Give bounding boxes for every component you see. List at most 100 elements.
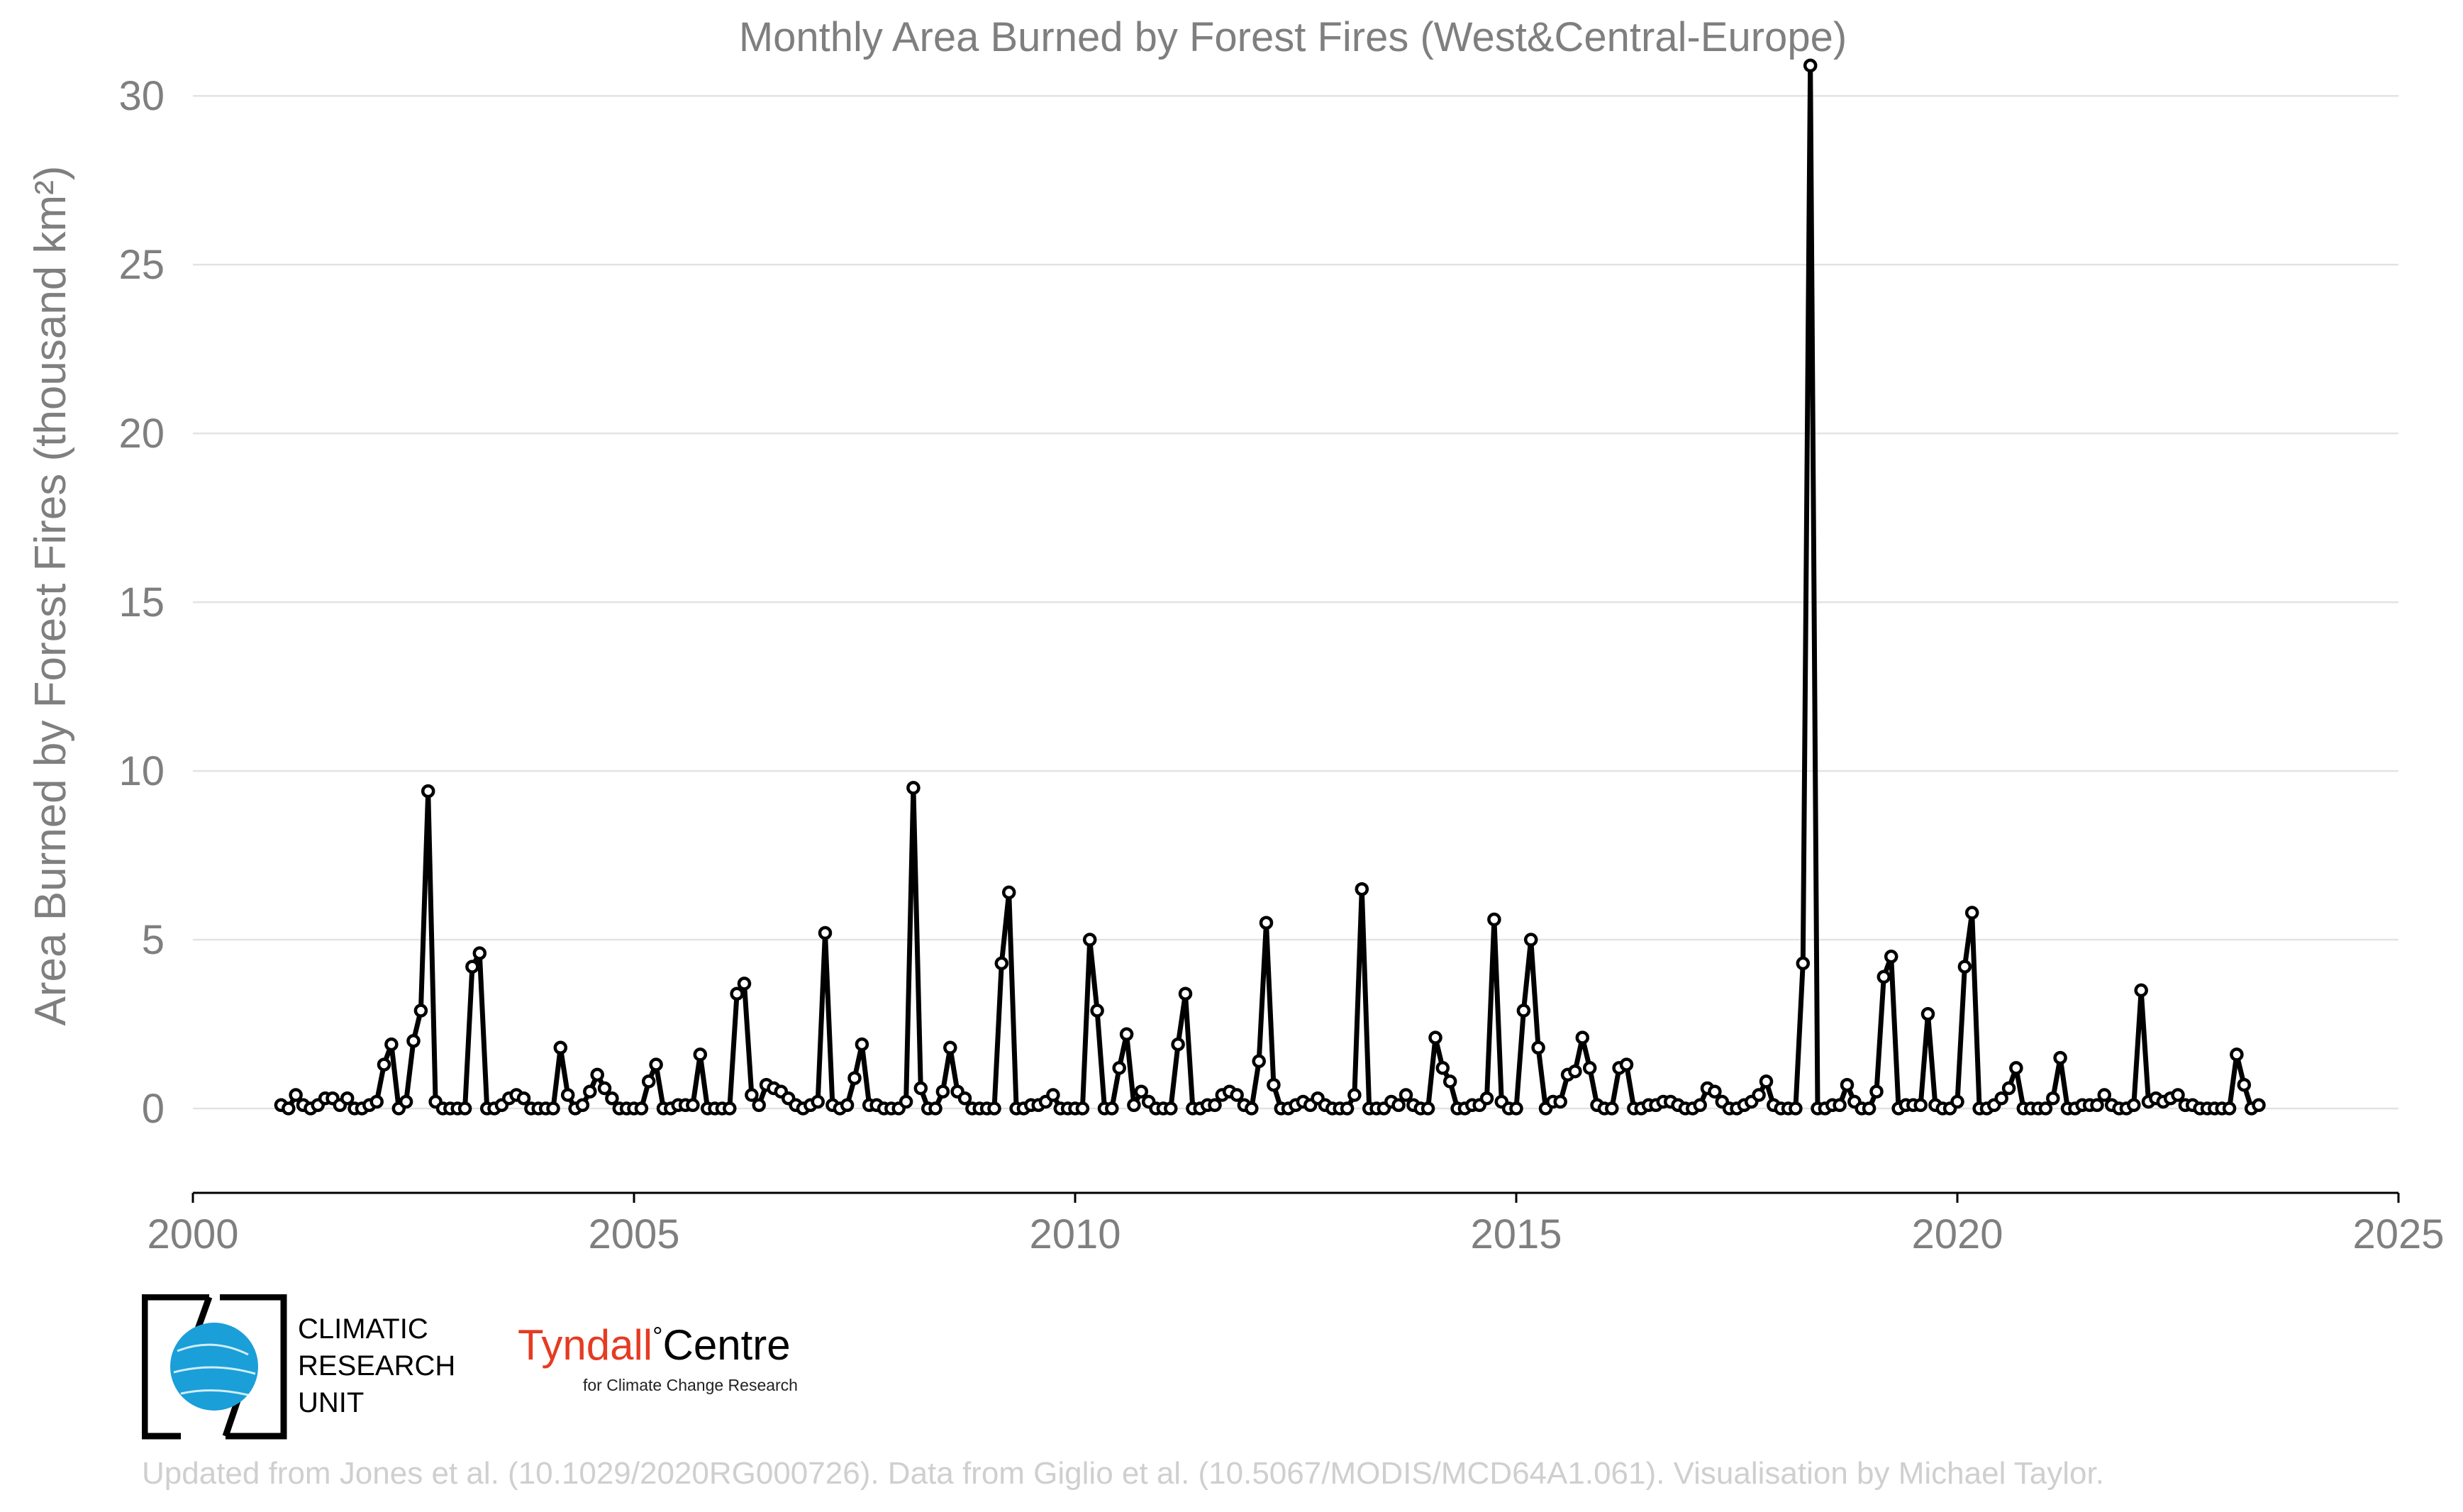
x-tick-label: 2025	[2352, 1211, 2444, 1257]
x-tick-label: 2010	[1029, 1211, 1121, 1257]
data-point	[1553, 1094, 1567, 1109]
cru-logo	[142, 1294, 287, 1440]
y-tick-labels: 0 5 10 15 20 25 30	[118, 73, 165, 1132]
data-point	[1347, 1088, 1362, 1102]
data-point	[413, 1004, 428, 1018]
footer-credits: Updated from Jones et al. (10.1029/2020R…	[142, 1456, 2104, 1491]
data-point	[928, 1101, 943, 1116]
data-point	[406, 1034, 421, 1048]
data-point	[1509, 1101, 1523, 1116]
x-tick-label: 2015	[1470, 1211, 1562, 1257]
data-point	[847, 1071, 862, 1085]
cru-bracket-left	[142, 1294, 209, 1440]
data-point	[752, 1098, 766, 1113]
data-point	[1869, 1084, 1884, 1099]
data-point	[2222, 1101, 2237, 1116]
data-point	[1796, 956, 1811, 971]
data-point	[1487, 912, 1501, 927]
data-point	[855, 1037, 869, 1052]
series-area-burned	[274, 58, 2266, 1116]
data-point	[340, 1091, 355, 1106]
data-point	[516, 1091, 531, 1106]
data-point	[987, 1101, 1001, 1116]
data-point	[1230, 1088, 1244, 1102]
data-point	[899, 1094, 913, 1109]
data-point	[377, 1057, 391, 1072]
data-point	[1259, 916, 1274, 930]
data-point	[1134, 1084, 1149, 1099]
data-point	[1442, 1074, 1457, 1089]
data-point	[1752, 1088, 1766, 1102]
data-point	[590, 1067, 604, 1082]
tyndall-subtitle: for Climate Change Research	[583, 1376, 798, 1394]
data-point	[2237, 1077, 2252, 1092]
data-point	[1803, 58, 1818, 73]
data-point	[1082, 933, 1097, 947]
data-point	[1340, 1101, 1355, 1116]
data-point	[1920, 1007, 1935, 1021]
data-point	[1105, 1101, 1119, 1116]
data-point	[1523, 933, 1538, 947]
grid-lines	[193, 94, 2398, 1110]
data-point	[730, 986, 744, 1001]
data-point	[994, 956, 1009, 971]
data-point	[421, 784, 435, 799]
x-tick-label: 2020	[1911, 1211, 2003, 1257]
data-point	[634, 1101, 649, 1116]
data-point	[1090, 1004, 1104, 1018]
cru-line-2: RESEARCH	[298, 1350, 456, 1382]
data-point	[957, 1091, 972, 1106]
data-point	[575, 1098, 590, 1113]
cru-line-3: UNIT	[298, 1387, 365, 1418]
chart-title: Monthly Area Burned by Forest Fires (Wes…	[739, 14, 1847, 60]
data-point	[1759, 1074, 1774, 1089]
data-point	[723, 1101, 737, 1116]
data-point	[1605, 1101, 1619, 1116]
data-point	[693, 1047, 708, 1062]
data-point	[472, 946, 487, 960]
data-point	[1391, 1098, 1406, 1113]
tyndall-name-red: Tyndall	[518, 1321, 653, 1369]
data-point	[840, 1098, 855, 1113]
data-point	[1913, 1098, 1928, 1113]
data-point	[1568, 1064, 1582, 1079]
tyndall-logo: Tyndall°Centre	[518, 1321, 791, 1369]
data-point	[935, 1084, 950, 1099]
data-point	[1840, 1077, 1855, 1092]
data-point	[282, 1101, 296, 1116]
data-point	[2097, 1088, 2112, 1102]
data-point	[818, 925, 833, 940]
data-point	[2134, 983, 2148, 998]
data-point	[1252, 1054, 1266, 1069]
data-point	[369, 1094, 384, 1109]
y-tick-label: 15	[118, 579, 165, 626]
data-point	[1833, 1098, 1847, 1113]
data-point	[2053, 1050, 2067, 1065]
data-point	[553, 1040, 568, 1055]
data-point	[913, 1081, 928, 1096]
y-axis-label: Area Burned by Forest Fires (thousand km…	[26, 166, 75, 1026]
y-tick-label: 25	[118, 242, 165, 288]
data-point	[1708, 1084, 1722, 1099]
data-point	[2171, 1088, 2185, 1102]
x-tick-label: 2005	[588, 1211, 679, 1257]
data-point	[1208, 1098, 1222, 1113]
series-line	[279, 62, 2260, 1111]
data-point	[2009, 1061, 2023, 1075]
data-point	[605, 1091, 619, 1106]
data-point	[597, 1081, 612, 1096]
data-point	[1582, 1061, 1597, 1075]
data-point	[1164, 1101, 1178, 1116]
data-point	[2038, 1101, 2053, 1116]
data-point	[465, 960, 479, 974]
data-point	[2046, 1091, 2060, 1106]
data-point	[1619, 1057, 1634, 1072]
data-point	[1479, 1091, 1494, 1106]
data-point	[1171, 1037, 1185, 1052]
data-point	[1994, 1091, 2008, 1106]
data-point	[2090, 1098, 2104, 1113]
data-point	[384, 1037, 399, 1052]
data-point	[1046, 1088, 1060, 1102]
x-tick-labels: 2000 2005 2010 2015 2020 2025	[147, 1193, 2445, 1257]
